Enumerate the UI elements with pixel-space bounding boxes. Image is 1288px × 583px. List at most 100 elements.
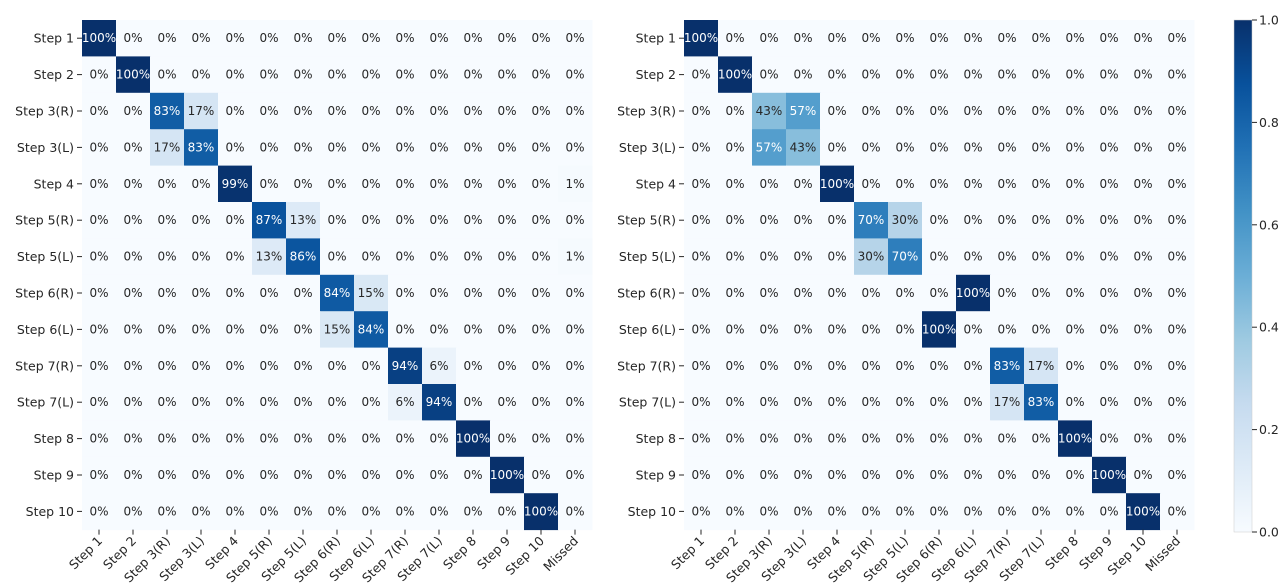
heatmap-cell [820, 20, 855, 57]
cell-value-label: 0% [259, 359, 278, 373]
heatmap-cell [422, 238, 457, 276]
heatmap-cell [956, 56, 991, 94]
heatmap-cell [388, 56, 423, 94]
cell-value-label: 0% [259, 286, 278, 300]
row-label-step-2: Step 2 [34, 67, 74, 82]
cell-value-label: 0% [1065, 359, 1084, 373]
cell-value-label: 0% [225, 31, 244, 45]
cell-value-label: 0% [89, 468, 108, 482]
cell-value-label: 100% [684, 31, 718, 45]
heatmap-cell [1126, 238, 1161, 276]
heatmap-cell [1092, 456, 1127, 494]
cell-value-label: 0% [1099, 31, 1118, 45]
cell-value-label: 0% [1031, 250, 1050, 264]
cell-value-label: 0% [259, 104, 278, 118]
heatmap-cell [786, 92, 821, 130]
cell-value-label: 0% [1167, 468, 1186, 482]
heatmap-cell [854, 92, 889, 130]
cell-value-label: 0% [725, 104, 744, 118]
row-label-step-8: Step 8 [34, 431, 74, 446]
heatmap-cell [150, 20, 185, 57]
heatmap-cell [456, 129, 491, 167]
heatmap-cell [150, 238, 185, 276]
cell-value-label: 86% [290, 250, 317, 264]
heatmap-cell [854, 347, 889, 385]
heatmap-cell [1126, 456, 1161, 494]
heatmap-cell [558, 274, 593, 312]
cell-value-label: 0% [997, 468, 1016, 482]
cell-value-label: 0% [225, 250, 244, 264]
cell-value-label: 0% [1133, 359, 1152, 373]
cell-value-label: 100% [1058, 432, 1092, 446]
cell-value-label: 0% [225, 504, 244, 518]
cell-value-label: 100% [820, 177, 854, 191]
heatmap-cell [1160, 129, 1195, 167]
heatmap-cell [684, 274, 719, 312]
cell-value-label: 87% [256, 213, 283, 227]
cell-value-label: 0% [157, 286, 176, 300]
cell-value-label: 0% [531, 177, 550, 191]
cell-value-label: 83% [994, 359, 1021, 373]
heatmap-cell [456, 493, 491, 531]
cell-value-label: 99% [222, 177, 249, 191]
heatmap-cell [1024, 20, 1059, 57]
cell-value-label: 0% [997, 432, 1016, 446]
cell-value-label: 0% [895, 104, 914, 118]
cell-value-label: 0% [463, 359, 482, 373]
heatmap-cell [252, 129, 287, 167]
heatmap-cell [286, 420, 321, 458]
cell-value-label: 0% [1167, 286, 1186, 300]
cell-value-label: 0% [89, 359, 108, 373]
heatmap-cell [490, 238, 525, 276]
heatmap-cell [184, 274, 219, 312]
cell-value-label: 0% [497, 104, 516, 118]
heatmap-cell [1024, 493, 1059, 531]
cell-value-label: 0% [725, 432, 744, 446]
cell-value-label: 0% [565, 504, 584, 518]
heatmap-cell [354, 20, 389, 57]
cell-value-label: 0% [895, 140, 914, 154]
row-label-step-10: Step 10 [26, 504, 74, 519]
cell-value-label: 0% [1065, 322, 1084, 336]
heatmap-cell [388, 238, 423, 276]
cell-value-label: 0% [1133, 395, 1152, 409]
heatmap-cell [1126, 384, 1161, 421]
row-label-step-1: Step 1 [636, 31, 676, 46]
heatmap-cell [558, 347, 593, 385]
heatmap-cell [82, 311, 117, 349]
cell-value-label: 0% [565, 395, 584, 409]
heatmap-cell [1058, 456, 1093, 494]
heatmap-cell [354, 493, 389, 531]
cell-value-label: 0% [1167, 322, 1186, 336]
cell-value-label: 0% [861, 68, 880, 82]
cell-value-label: 0% [691, 504, 710, 518]
cell-value-label: 0% [861, 468, 880, 482]
cell-value-label: 0% [123, 395, 142, 409]
cell-value-label: 13% [290, 213, 317, 227]
cell-value-label: 0% [1065, 286, 1084, 300]
heatmap-cell [786, 165, 821, 203]
cell-value-label: 0% [123, 31, 142, 45]
heatmap-cell [524, 165, 559, 203]
cell-value-label: 0% [327, 104, 346, 118]
cell-value-label: 13% [256, 250, 283, 264]
heatmap-cell [524, 384, 559, 421]
heatmap-cell [320, 311, 355, 349]
heatmap-cell [558, 20, 593, 57]
heatmap-cell [786, 56, 821, 94]
cell-value-label: 0% [463, 250, 482, 264]
cell-value-label: 100% [82, 31, 116, 45]
heatmap-cell [786, 347, 821, 385]
cell-value-label: 0% [1133, 213, 1152, 227]
cell-value-label: 0% [1167, 177, 1186, 191]
colorbar: 0.0 0.2 0.4 0.6 0.8 1.0 [1233, 13, 1279, 540]
cell-value-label: 83% [154, 104, 181, 118]
heatmap-cell [82, 92, 117, 130]
heatmap-cell [684, 20, 719, 57]
heatmap-cell [286, 20, 321, 57]
heatmap-cell [1024, 311, 1059, 349]
row-label-step-9: Step 9 [34, 468, 74, 483]
heatmap-cell [82, 202, 117, 239]
cell-value-label: 0% [89, 140, 108, 154]
heatmap-cell [1092, 129, 1127, 167]
